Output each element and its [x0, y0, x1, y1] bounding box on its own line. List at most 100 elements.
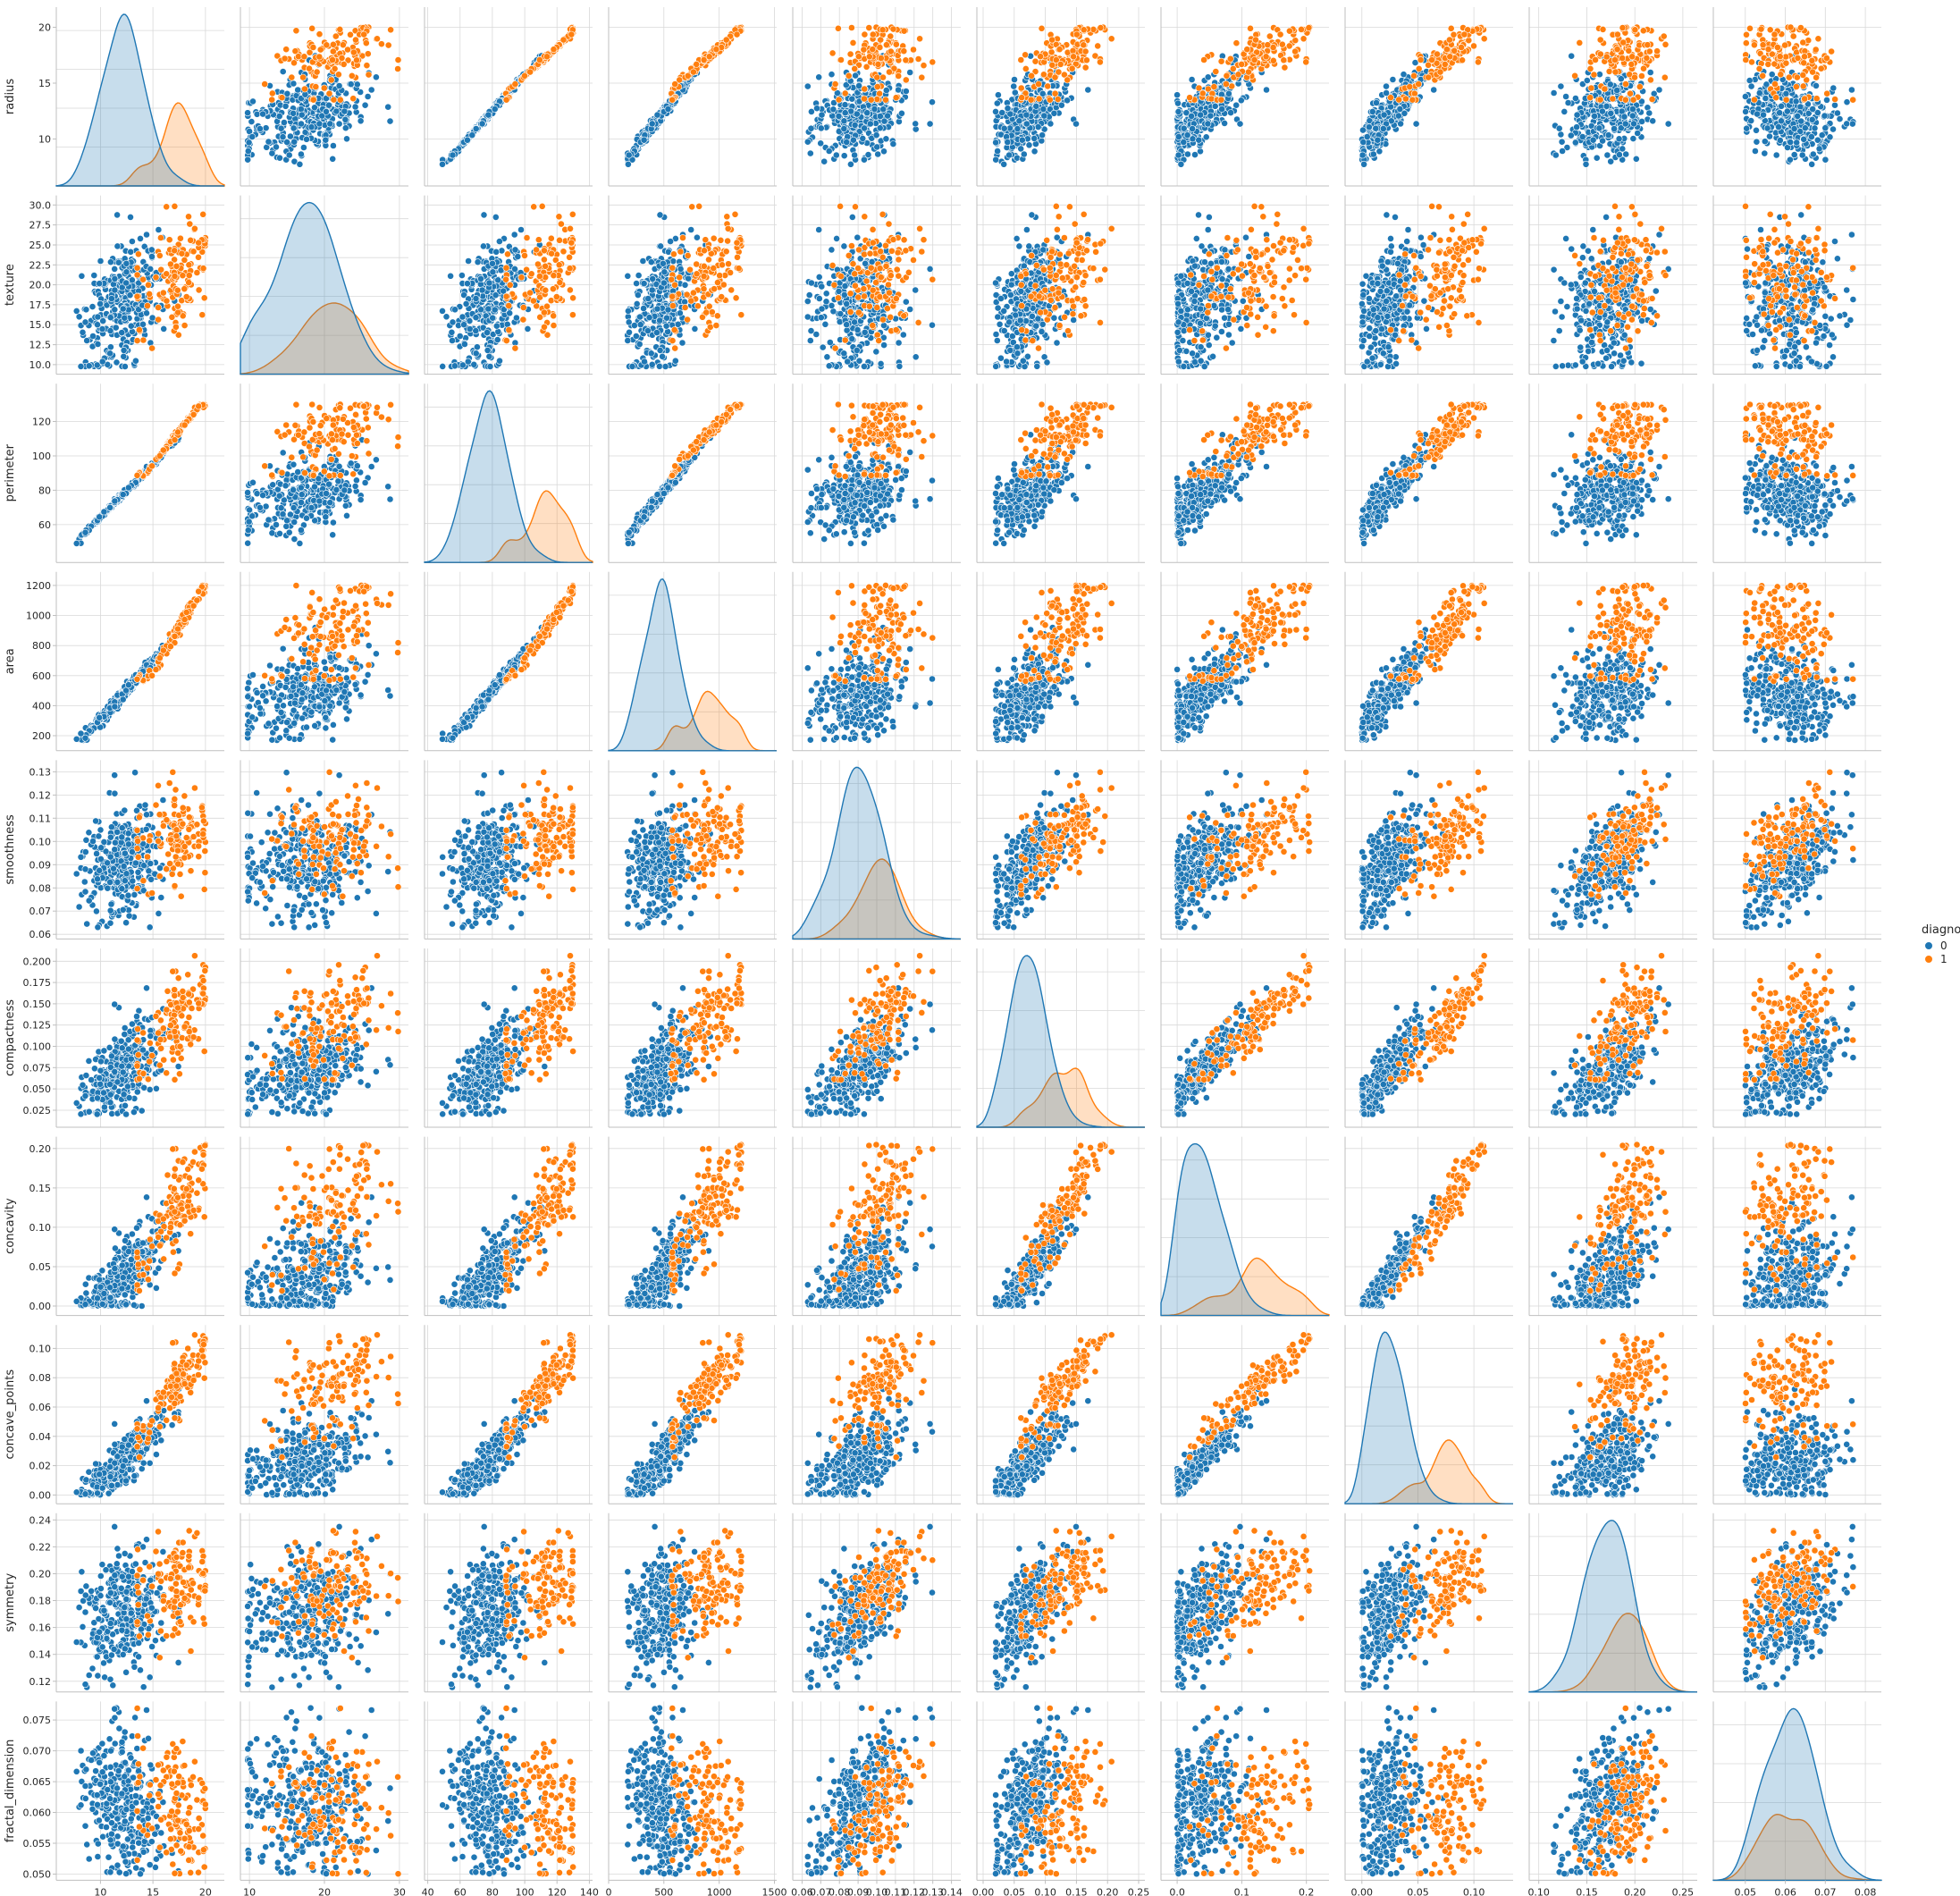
scatter-point-1	[1223, 80, 1230, 88]
y-tick-label: 22.5	[29, 259, 52, 271]
scatter-point-0	[442, 313, 450, 321]
scatter-point-0	[491, 105, 499, 113]
scatter-point-0	[648, 120, 656, 128]
scatter-point-0	[439, 362, 447, 370]
scatter-point-1	[176, 234, 184, 242]
scatter-point-0	[494, 276, 502, 284]
scatter-point-1	[199, 210, 207, 218]
scatter-point-0	[448, 328, 456, 336]
scatter-point-0	[1202, 133, 1210, 141]
scatter-point-0	[1232, 101, 1241, 109]
scatter-point-0	[259, 110, 266, 118]
scatter-point-1	[892, 94, 900, 102]
scatter-point-0	[1776, 137, 1784, 144]
scatter-point-0	[147, 265, 155, 273]
scatter-point-1	[1107, 35, 1115, 43]
scatter-point-0	[1004, 139, 1012, 146]
scatter-point-0	[1763, 124, 1771, 132]
scatter-point-1	[1587, 84, 1595, 92]
scatter-point-1	[336, 26, 344, 33]
scatter-point-1	[185, 272, 193, 279]
scatter-point-0	[1064, 97, 1071, 105]
y-tick-label: 15	[38, 78, 51, 89]
scatter-point-1	[1742, 56, 1750, 63]
scatter-point-1	[1250, 56, 1258, 63]
scatter-point-0	[458, 313, 467, 321]
scatter-point-1	[837, 56, 845, 63]
scatter-point-1	[873, 73, 881, 81]
scatter-point-0	[1755, 89, 1763, 97]
scatter-point-0	[496, 357, 503, 365]
scatter-point-0	[1025, 141, 1033, 149]
scatter-point-1	[1759, 41, 1767, 49]
scatter-point-0	[474, 343, 481, 351]
scatter-point-0	[114, 211, 122, 219]
scatter-point-0	[1197, 111, 1205, 119]
scatter-point-0	[160, 324, 168, 333]
scatter-point-1	[1793, 73, 1801, 81]
scatter-point-1	[182, 293, 190, 300]
scatter-point-1	[849, 39, 857, 46]
scatter-point-1	[387, 26, 394, 34]
scatter-point-0	[993, 99, 1001, 107]
scatter-point-0	[1808, 115, 1816, 123]
scatter-point-1	[1446, 36, 1453, 44]
scatter-point-0	[298, 120, 305, 128]
scatter-point-0	[1047, 120, 1055, 128]
scatter-point-1	[135, 326, 143, 333]
scatter-point-0	[114, 242, 122, 250]
scatter-point-0	[1809, 105, 1817, 113]
scatter-point-1	[1080, 41, 1088, 49]
scatter-point-0	[1848, 120, 1856, 128]
scatter-point-0	[297, 105, 305, 113]
scatter-point-1	[1621, 96, 1629, 104]
scatter-point-0	[464, 136, 471, 144]
scatter-point-1	[1226, 55, 1234, 63]
scatter-point-0	[1604, 131, 1612, 139]
scatter-point-0	[107, 258, 114, 266]
scatter-point-1	[166, 260, 174, 268]
scatter-point-0	[464, 358, 472, 366]
scatter-point-1	[1638, 72, 1645, 80]
scatter-point-1	[1097, 24, 1105, 31]
scatter-point-1	[1055, 68, 1063, 76]
scatter-point-1	[308, 24, 316, 32]
scatter-point-1	[1035, 80, 1042, 88]
scatter-point-1	[848, 24, 855, 31]
scatter-point-1	[733, 30, 741, 38]
scatter-point-0	[1174, 99, 1182, 107]
scatter-point-1	[365, 71, 373, 79]
scatter-point-1	[1245, 68, 1252, 76]
scatter-point-1	[1051, 89, 1059, 97]
scatter-point-0	[111, 306, 119, 314]
scatter-point-0	[1380, 111, 1388, 119]
scatter-point-0	[456, 333, 464, 340]
scatter-point-0	[1611, 125, 1618, 132]
scatter-point-1	[1640, 64, 1647, 72]
scatter-point-1	[829, 49, 837, 57]
scatter-point-1	[300, 53, 308, 61]
scatter-point-1	[671, 80, 679, 88]
scatter-point-0	[1752, 147, 1759, 155]
scatter-point-1	[374, 35, 381, 43]
scatter-point-1	[340, 61, 348, 68]
scatter-point-0	[1808, 160, 1816, 168]
scatter-point-0	[1790, 125, 1798, 132]
scatter-point-1	[1022, 51, 1029, 59]
scatter-point-1	[1409, 96, 1417, 104]
scatter-point-0	[1603, 151, 1611, 159]
scatter-point-1	[1814, 35, 1822, 43]
scatter-point-0	[81, 318, 89, 326]
scatter-point-1	[1037, 53, 1044, 61]
scatter-point-0	[119, 305, 127, 313]
scatter-point-1	[1465, 37, 1473, 45]
scatter-point-0	[807, 124, 815, 132]
scatter-point-0	[484, 305, 492, 313]
scatter-point-0	[83, 337, 91, 344]
scatter-point-0	[1379, 125, 1387, 132]
scatter-point-1	[1048, 36, 1056, 44]
scatter-point-0	[815, 73, 823, 81]
scatter-point-1	[1794, 55, 1802, 62]
scatter-point-1	[1083, 56, 1090, 64]
scatter-point-1	[874, 61, 882, 68]
